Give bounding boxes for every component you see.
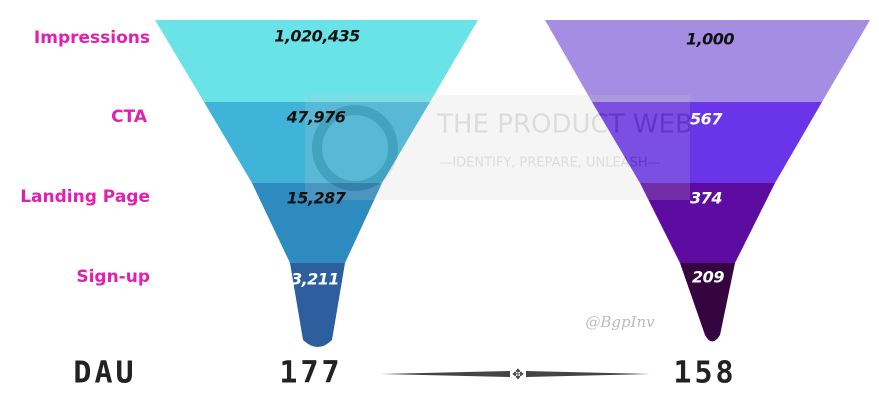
watermark-logo (312, 105, 398, 191)
divider-ornament: ✥ (512, 367, 524, 383)
watermark-box (305, 95, 690, 200)
watermark-tagline: —IDENTIFY, PREPARE, UNLEASH— (439, 156, 660, 171)
watermark: THE PRODUCT WEB —IDENTIFY, PREPARE, UNLE… (305, 95, 693, 200)
stage-label: Impressions (34, 28, 150, 48)
total-value: 158 (673, 356, 736, 391)
funnel-band (640, 183, 775, 263)
funnel-band (204, 102, 430, 183)
value-label: 47,976 (286, 108, 346, 127)
divider (526, 371, 650, 377)
value-label: 3,211 (291, 270, 339, 289)
watermark-title: THE PRODUCT WEB (436, 110, 693, 140)
stage-label: Sign-up (76, 267, 150, 287)
credit: @BgpInv (585, 313, 655, 331)
value-label: 567 (690, 110, 723, 129)
left-funnel (155, 20, 478, 347)
stage-label: CTA (111, 107, 148, 127)
funnel-band (252, 183, 382, 263)
value-label: 374 (690, 189, 722, 208)
value-label: 15,287 (287, 189, 347, 208)
value-label: 209 (692, 268, 724, 287)
stage-label: Landing Page (20, 187, 150, 207)
value-label: 1,000 (686, 30, 734, 49)
funnel-band (680, 263, 735, 342)
funnel-band (155, 20, 478, 102)
divider (380, 371, 510, 377)
funnel-band (592, 102, 822, 183)
value-label: 1,020,435 (274, 27, 360, 46)
right-funnel (545, 20, 870, 342)
total-value: 177 (279, 356, 342, 391)
funnel-band (545, 20, 870, 102)
footer-label: DAU (73, 356, 136, 391)
funnel-band (290, 263, 345, 347)
